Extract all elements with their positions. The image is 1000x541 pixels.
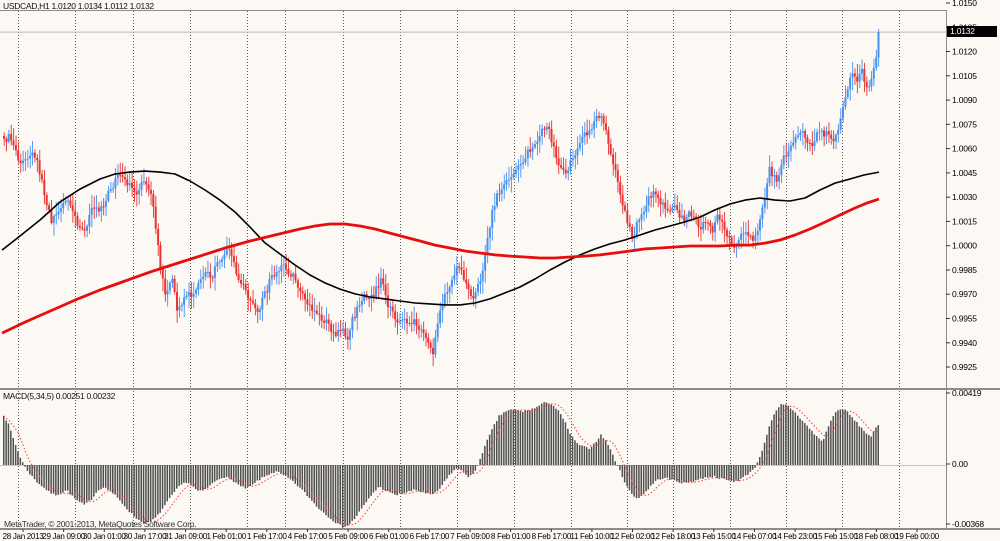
time-axis-label: 14 Feb 23:00 [773, 532, 817, 541]
time-axis-label: 6 Feb 01:00 [369, 532, 409, 541]
price-axis-label: 1.0015 [952, 216, 977, 226]
time-axis-label: 1 Feb 01:00 [206, 532, 246, 541]
time-axis-label: 30 Jan 01:00 [83, 532, 127, 541]
price-axis-label: 1.0000 [952, 241, 977, 251]
price-axis-label: 0.9955 [952, 314, 977, 324]
price-axis-label: 1.0090 [952, 95, 977, 105]
price-axis-label: 0.9985 [952, 265, 977, 275]
price-axis-label: 0.9970 [952, 289, 977, 299]
time-axis-label: 19 Feb 00:00 [895, 532, 939, 541]
time-axis-label: 4 Feb 17:00 [288, 532, 328, 541]
macd-axis-label: 0.00 [952, 459, 968, 469]
time-axis-label: 28 Jan 2013 [3, 532, 45, 541]
macd-signal-line [3, 403, 879, 526]
macd-axis-label: 0.00419 [952, 388, 982, 398]
macd-axis: 0.00419 0.00 -0.00368 [946, 388, 985, 529]
price-axis-label: 1.0060 [952, 144, 977, 154]
time-axis-label: 14 Feb 07:00 [733, 532, 777, 541]
time-axis-label: 15 Feb 15:00 [814, 532, 858, 541]
ma-red-line [1, 197, 880, 335]
time-axis-label: 8 Feb 01:00 [491, 532, 531, 541]
macd-indicator-label: MACD(5,34,5) 0.00251 0.00232 [3, 391, 116, 401]
time-axis-label: 12 Feb 18:00 [651, 532, 695, 541]
moving-averages [1, 170, 880, 335]
time-axis-label: 30 Jan 17:00 [124, 532, 168, 541]
price-axis: 1.01501.01351.01201.01051.00901.00751.00… [946, 0, 977, 372]
time-axis-label: 12 Feb 02:00 [611, 532, 655, 541]
time-axis-label: 11 Feb 10:00 [570, 532, 614, 541]
symbol-ohlc-title: USDCAD,H1 1.0120 1.0134 1.0112 1.0132 [3, 1, 154, 11]
time-axis-label: 18 Feb 08:00 [855, 532, 899, 541]
time-axis-label: 5 Feb 09:00 [328, 532, 368, 541]
price-axis-label: 1.0075 [952, 119, 977, 129]
time-axis-label: 6 Feb 17:00 [410, 532, 450, 541]
time-axis-label: 7 Feb 09:00 [450, 532, 490, 541]
price-axis-label: 0.9940 [952, 338, 977, 348]
current-price-badge: 1.0132 [947, 26, 997, 37]
time-axis-label: 31 Jan 09:00 [164, 532, 208, 541]
ma-black-line [1, 170, 880, 306]
copyright-text: MetaTrader, © 2001-2013, MetaQuotes Soft… [4, 519, 197, 529]
candlesticks [3, 28, 880, 366]
macd-axis-label: -0.00368 [952, 519, 984, 529]
time-axis-label: 1 Feb 17:00 [247, 532, 287, 541]
price-axis-label: 1.0030 [952, 192, 977, 202]
time-axis-label: 29 Jan 09:00 [42, 532, 86, 541]
price-axis-label: 1.0105 [952, 71, 977, 81]
price-axis-label: 1.0150 [952, 0, 977, 8]
time-axis-label: 8 Feb 17:00 [532, 532, 572, 541]
time-axis-label: 13 Feb 15:00 [692, 532, 736, 541]
price-axis-label: 1.0120 [952, 47, 977, 57]
price-axis-label: 0.9925 [952, 362, 977, 372]
price-axis-label: 1.0045 [952, 168, 977, 178]
